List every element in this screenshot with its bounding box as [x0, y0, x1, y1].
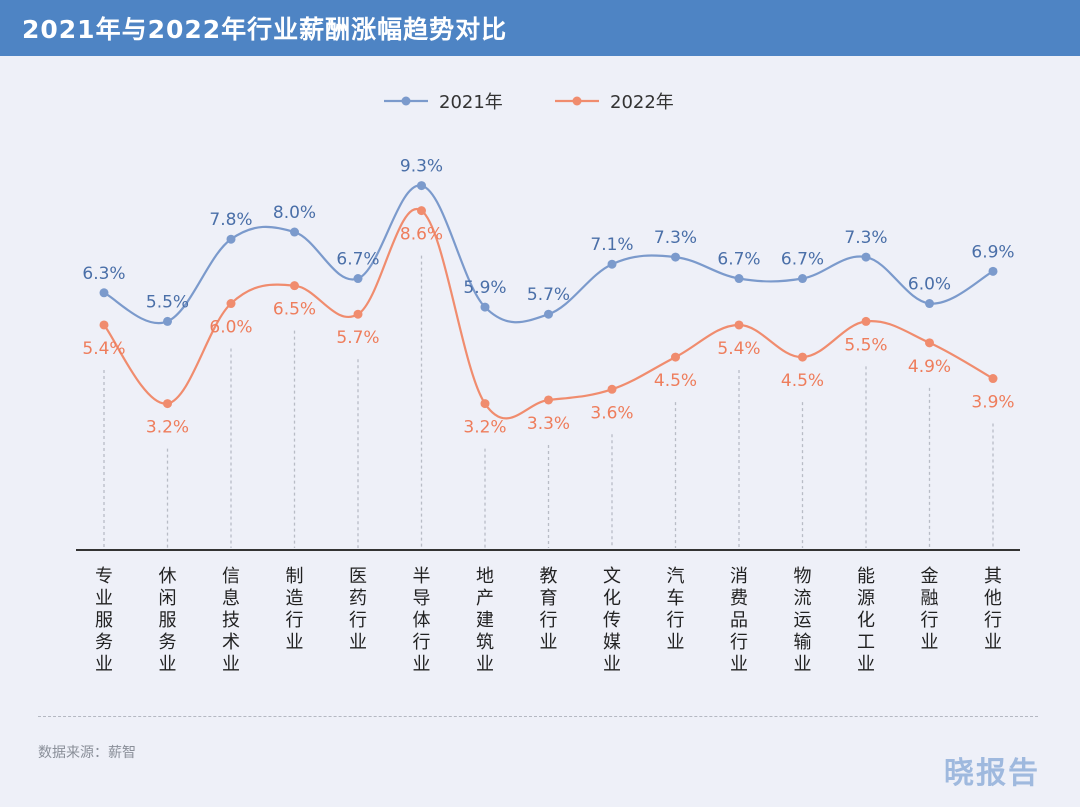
point-2022 — [544, 395, 553, 405]
x-tick-label: 医药行业 — [349, 566, 367, 653]
legend-label-2021: 2021年 — [439, 92, 503, 113]
data-label-2021: 6.7% — [781, 250, 824, 270]
data-label-2021: 5.9% — [463, 278, 506, 298]
point-2021 — [544, 309, 553, 319]
data-label-2021: 6.7% — [717, 250, 760, 270]
data-label-2022: 5.7% — [336, 328, 379, 348]
data-label-2022: 3.2% — [463, 418, 506, 438]
footer-divider — [38, 716, 1038, 717]
data-label-2022: 5.4% — [717, 339, 760, 359]
data-label-2021: 6.9% — [971, 242, 1014, 262]
data-label-2021: 7.1% — [590, 235, 633, 255]
data-label-2021: 8.0% — [273, 203, 316, 223]
x-tick-label: 金融行业 — [921, 566, 939, 653]
data-label-2022: 3.2% — [146, 418, 189, 438]
point-2021 — [163, 316, 172, 326]
point-2021 — [861, 252, 871, 262]
point-2021 — [353, 274, 363, 284]
data-label-2021: 6.7% — [336, 250, 379, 270]
point-2021 — [480, 302, 490, 312]
x-tick-label: 半导体行业 — [413, 566, 431, 675]
point-2022 — [353, 309, 363, 319]
point-2021 — [734, 274, 744, 284]
data-label-2022: 5.4% — [82, 339, 125, 359]
legend-marker — [401, 96, 411, 106]
x-tick-label: 信息技术业 — [222, 566, 240, 675]
point-2022 — [226, 299, 236, 309]
point-2021 — [226, 234, 236, 244]
point-2022 — [671, 352, 680, 362]
series-line-2022 — [103, 207, 994, 420]
x-tick-label: 专业服务业 — [95, 566, 113, 675]
data-label-2022: 6.5% — [273, 300, 316, 320]
data-label-2021: 5.5% — [146, 292, 189, 312]
data-label-2022: 6.0% — [209, 318, 252, 338]
data-label-2022: 8.6% — [400, 225, 443, 245]
x-tick-label: 汽车行业 — [667, 566, 685, 653]
point-2021 — [99, 288, 109, 298]
point-2022 — [417, 206, 426, 216]
data-label-2022: 4.9% — [908, 357, 951, 377]
point-2021 — [671, 252, 680, 262]
data-label-2022: 4.5% — [781, 371, 824, 391]
data-label-2021: 6.0% — [908, 275, 951, 295]
data-label-2021: 6.3% — [82, 264, 125, 284]
point-2021 — [925, 299, 934, 309]
watermark-logo: 晓报告 — [944, 756, 1040, 791]
legend-label-2022: 2022年 — [610, 92, 674, 113]
line-chart: 专业服务业 休闲服务业 信息技术业 制造行业 医药行业 半导体行业 地产建筑业 教育行业 文化传… — [76, 92, 1020, 675]
x-tick-label: 教育行业 — [540, 566, 558, 653]
data-label-2021: 5.7% — [527, 285, 570, 305]
point-2021 — [798, 274, 807, 284]
series-line-2021 — [103, 184, 994, 325]
point-2022 — [290, 281, 299, 291]
x-tick-label: 消费品行业 — [730, 566, 748, 675]
point-2022 — [734, 320, 744, 330]
point-2022 — [607, 384, 617, 394]
data-label-2022: 3.6% — [590, 403, 633, 423]
x-tick-label: 其他行业 — [984, 566, 1002, 653]
data-label-2022: 3.3% — [527, 414, 570, 434]
point-2022 — [163, 399, 172, 409]
point-2022 — [861, 316, 871, 326]
point-2022 — [798, 352, 807, 362]
page-title: 2021年与2022年行业薪酬涨幅趋势对比 — [22, 15, 508, 44]
x-tick-label: 制造行业 — [286, 566, 304, 653]
point-2021 — [988, 266, 998, 276]
data-label-2022: 4.5% — [654, 371, 697, 391]
x-tick-label: 休闲服务业 — [159, 566, 177, 675]
x-tick-label: 能源化工业 — [857, 566, 875, 675]
data-label-2022: 5.5% — [844, 335, 887, 355]
data-label-2021: 7.8% — [209, 210, 252, 230]
data-label-2021: 7.3% — [654, 228, 697, 248]
data-label-2021: 7.3% — [844, 228, 887, 248]
x-tick-label: 地产建筑业 — [476, 566, 494, 675]
point-2021 — [607, 259, 617, 269]
data-label-2021: 9.3% — [400, 157, 443, 177]
point-2022 — [988, 374, 998, 384]
x-tick-label: 文化传媒业 — [603, 566, 621, 675]
point-2021 — [290, 227, 299, 237]
point-2022 — [99, 320, 109, 330]
data-label-2022: 3.9% — [971, 393, 1014, 413]
point-2022 — [925, 338, 934, 348]
point-2021 — [417, 181, 426, 191]
header-bar: 2021年与2022年行业薪酬涨幅趋势对比 — [0, 0, 1080, 56]
legend-marker — [572, 96, 582, 106]
x-tick-label: 物流运输业 — [794, 566, 812, 675]
data-source: 数据来源：薪智 — [38, 745, 136, 761]
point-2022 — [480, 399, 490, 409]
